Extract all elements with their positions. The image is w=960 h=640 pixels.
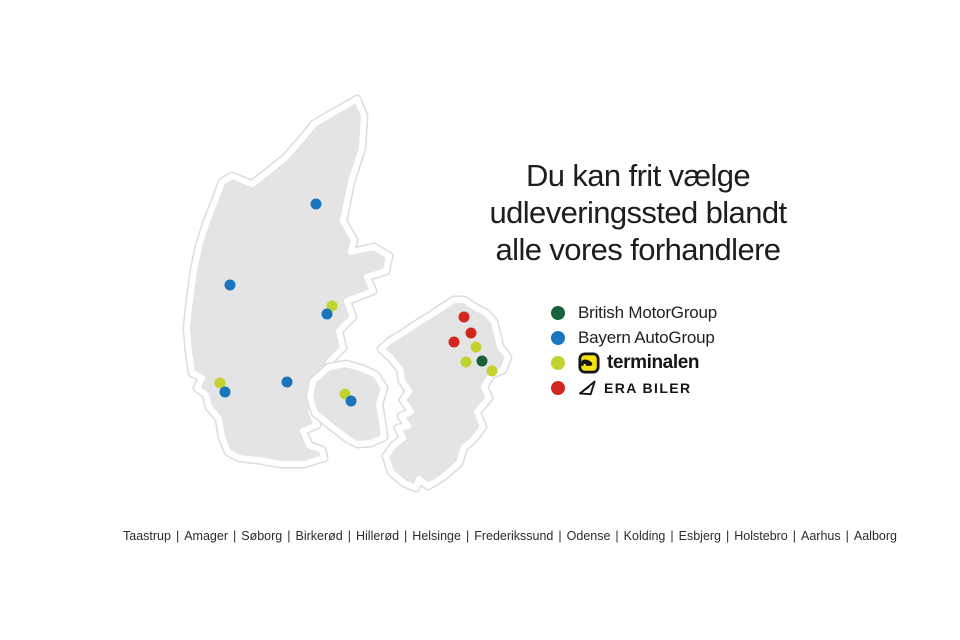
- city-name: Amager: [184, 529, 228, 543]
- city-separator: |: [558, 529, 562, 543]
- dealer-marker-bayern: [219, 386, 231, 398]
- city-name: Hillerød: [355, 529, 400, 543]
- city-name: Taastrup: [123, 529, 171, 543]
- city-separator: |: [404, 529, 408, 543]
- city-name: Birkerød: [295, 529, 343, 543]
- city-separator: |: [726, 529, 730, 543]
- dealer-marker-era: [465, 327, 477, 339]
- denmark-map: [165, 85, 525, 500]
- city-separator: |: [287, 529, 291, 543]
- city-name: Frederikssund: [474, 529, 554, 543]
- city-separator: |: [792, 529, 797, 543]
- terminalen-car-logo-icon: [578, 351, 600, 374]
- dealer-markers-layer: [214, 198, 498, 407]
- city-list: Taastrup | Amager | Søborg | Birkerød | Hillerød…: [60, 528, 960, 545]
- legend-row-terminalen: terminalen: [551, 350, 717, 375]
- legend-row-bayern-autogroup: Bayern AutoGroup: [551, 325, 717, 350]
- legend-row-british-motorgroup: British MotorGroup: [551, 300, 717, 325]
- green-dot-icon: [551, 305, 565, 320]
- era-triangle-logo-icon: [578, 378, 597, 397]
- dealer-marker-bayern: [224, 279, 236, 291]
- dealer-marker-era: [448, 336, 460, 348]
- dealer-marker-bayern: [281, 376, 293, 388]
- dealer-marker-terminalen: [460, 356, 472, 368]
- page-title: Du kan frit vælge udleveringssted blandt…: [477, 157, 799, 268]
- city-separator: |: [845, 529, 849, 543]
- city-separator: |: [670, 529, 674, 543]
- city-separator: |: [615, 529, 619, 543]
- city-name: Kolding: [623, 529, 666, 543]
- legend-label: Bayern AutoGroup: [578, 327, 715, 347]
- denmark-map-svg: [182, 94, 513, 493]
- city-name: Aalborg: [853, 529, 897, 543]
- dealer-marker-terminalen: [214, 377, 226, 389]
- title-line-1: Du kan frit vælge: [525, 158, 751, 193]
- legend-label: ERA BILER: [604, 379, 692, 396]
- dealer-marker-bmg: [476, 355, 488, 367]
- city-name: Søborg: [241, 529, 283, 543]
- city-name: Odense: [566, 529, 611, 543]
- city-separator: |: [465, 529, 470, 543]
- landmass-zealand: [376, 295, 513, 493]
- city-name: Aarhus: [801, 529, 841, 543]
- landmass-jutland: [182, 94, 394, 469]
- lime-dot-icon: [551, 355, 565, 370]
- city-separator: |: [233, 529, 237, 543]
- dealer-marker-bayern: [310, 198, 322, 210]
- blue-dot-icon: [551, 330, 565, 345]
- dealer-marker-bayern: [345, 395, 357, 407]
- title-line-3: alle vores forhandlere: [495, 232, 782, 267]
- legend-label: British MotorGroup: [578, 302, 718, 322]
- dealer-marker-terminalen: [486, 365, 498, 377]
- legend-row-era-biler: ERA BILER: [551, 375, 717, 400]
- dealer-marker-terminalen: [470, 341, 482, 353]
- dealer-marker-era: [458, 311, 470, 323]
- city-name: Holstebro: [734, 529, 788, 543]
- dealer-marker-bayern: [321, 308, 333, 320]
- title-line-2: udleveringssted blandt: [489, 195, 787, 230]
- city-name: Helsinge: [412, 529, 461, 543]
- city-separator: |: [347, 529, 351, 543]
- dealer-legend: British MotorGroup Bayern AutoGroup term…: [551, 300, 717, 400]
- red-dot-icon: [551, 380, 565, 395]
- dealer-marker-terminalen: [326, 300, 338, 312]
- city-separator: |: [175, 529, 180, 543]
- city-name: Esbjerg: [678, 529, 722, 543]
- legend-label: terminalen: [607, 351, 700, 373]
